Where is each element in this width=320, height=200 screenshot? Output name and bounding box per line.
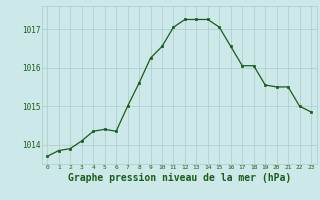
- X-axis label: Graphe pression niveau de la mer (hPa): Graphe pression niveau de la mer (hPa): [68, 173, 291, 183]
